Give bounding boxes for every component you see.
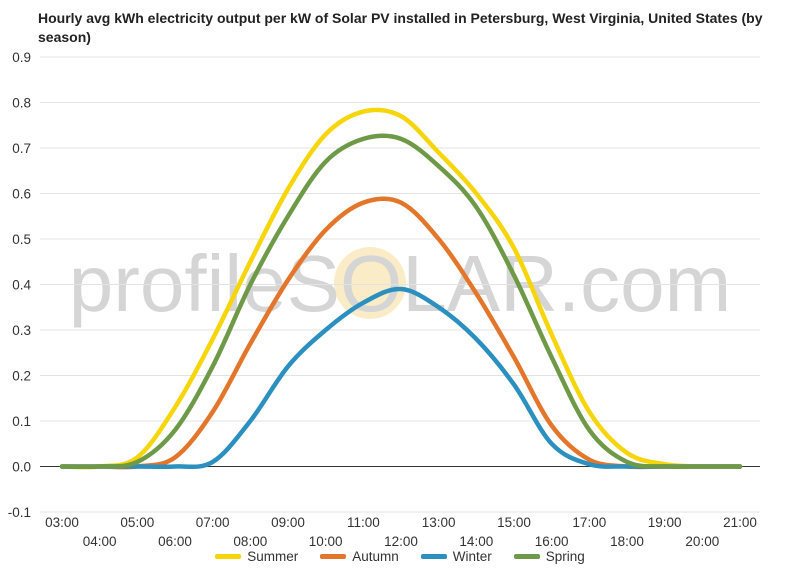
x-tick-label: 06:00 — [158, 534, 192, 548]
legend-item-winter[interactable]: Winter — [420, 549, 492, 564]
x-tick-label: 17:00 — [572, 515, 606, 530]
legend-item-summer[interactable]: Summer — [215, 549, 298, 564]
legend-swatch — [420, 554, 447, 559]
chart-title: Hourly avg kWh electricity output per kW… — [38, 10, 763, 45]
gridlines — [40, 56, 760, 513]
legend-label: Autumn — [352, 549, 399, 564]
y-tick-label: 0.1 — [12, 414, 31, 429]
x-tick-label: 15:00 — [497, 515, 531, 530]
y-tick-label: 0.9 — [12, 50, 31, 65]
x-tick-label: 03:00 — [45, 515, 79, 530]
legend: Summer Autumn Winter Spring — [0, 549, 800, 564]
y-tick-label: -0.1 — [8, 505, 31, 520]
x-tick-label: 21:00 — [723, 515, 757, 530]
watermark-sun-icon — [334, 247, 406, 319]
x-tick-label: 11:00 — [347, 515, 380, 530]
y-tick-label: 0.2 — [12, 369, 31, 384]
x-tick-label: 12:00 — [384, 534, 418, 548]
x-tick-label: 18:00 — [610, 534, 644, 548]
x-tick-label: 05:00 — [120, 515, 154, 530]
legend-swatch — [215, 554, 242, 559]
watermark-text: profileSOLAR.com — [69, 239, 731, 328]
x-tick-label: 20:00 — [685, 534, 719, 548]
y-tick-label: 0.7 — [12, 141, 31, 156]
line-chart: profileSOLAR.com 0.90.80.70.60.50.40.30.… — [8, 50, 760, 548]
x-tick-label: 07:00 — [196, 515, 230, 530]
y-axis-ticks: 0.9 0.8 0.7 0.6 0.5 0.4 0.3 0.2 0.1 0.0 -0.1 — [8, 50, 32, 520]
legend-item-spring[interactable]: Spring — [513, 549, 585, 564]
x-tick-label: 09:00 — [271, 515, 305, 530]
x-tick-label: 14:00 — [459, 534, 493, 548]
series-line-winter — [59, 286, 743, 470]
y-tick-label: 0.4 — [12, 278, 31, 293]
legend-swatch — [320, 554, 347, 559]
watermark: profileSOLAR.com — [69, 239, 731, 328]
y-tick-label: 0.5 — [12, 232, 31, 247]
x-tick-label: 13:00 — [422, 515, 456, 530]
y-tick-label: 0.3 — [12, 323, 31, 338]
legend-label: Winter — [452, 549, 492, 564]
x-tick-label: 16:00 — [535, 534, 569, 548]
series-lines — [59, 107, 743, 470]
y-tick-label: 0.6 — [12, 187, 31, 202]
x-tick-label: 19:00 — [648, 515, 682, 530]
legend-label: Summer — [247, 549, 299, 564]
x-tick-label: 10:00 — [309, 534, 343, 548]
x-tick-label: 04:00 — [83, 534, 117, 548]
legend-label: Spring — [545, 549, 585, 564]
legend-swatch — [513, 554, 540, 559]
y-tick-label: 0.8 — [12, 96, 31, 111]
series-line-spring — [59, 133, 743, 470]
legend-item-autumn[interactable]: Autumn — [320, 549, 399, 564]
y-tick-label: 0.0 — [12, 460, 31, 475]
x-tick-label: 08:00 — [233, 534, 267, 548]
series-line-summer — [59, 107, 743, 470]
